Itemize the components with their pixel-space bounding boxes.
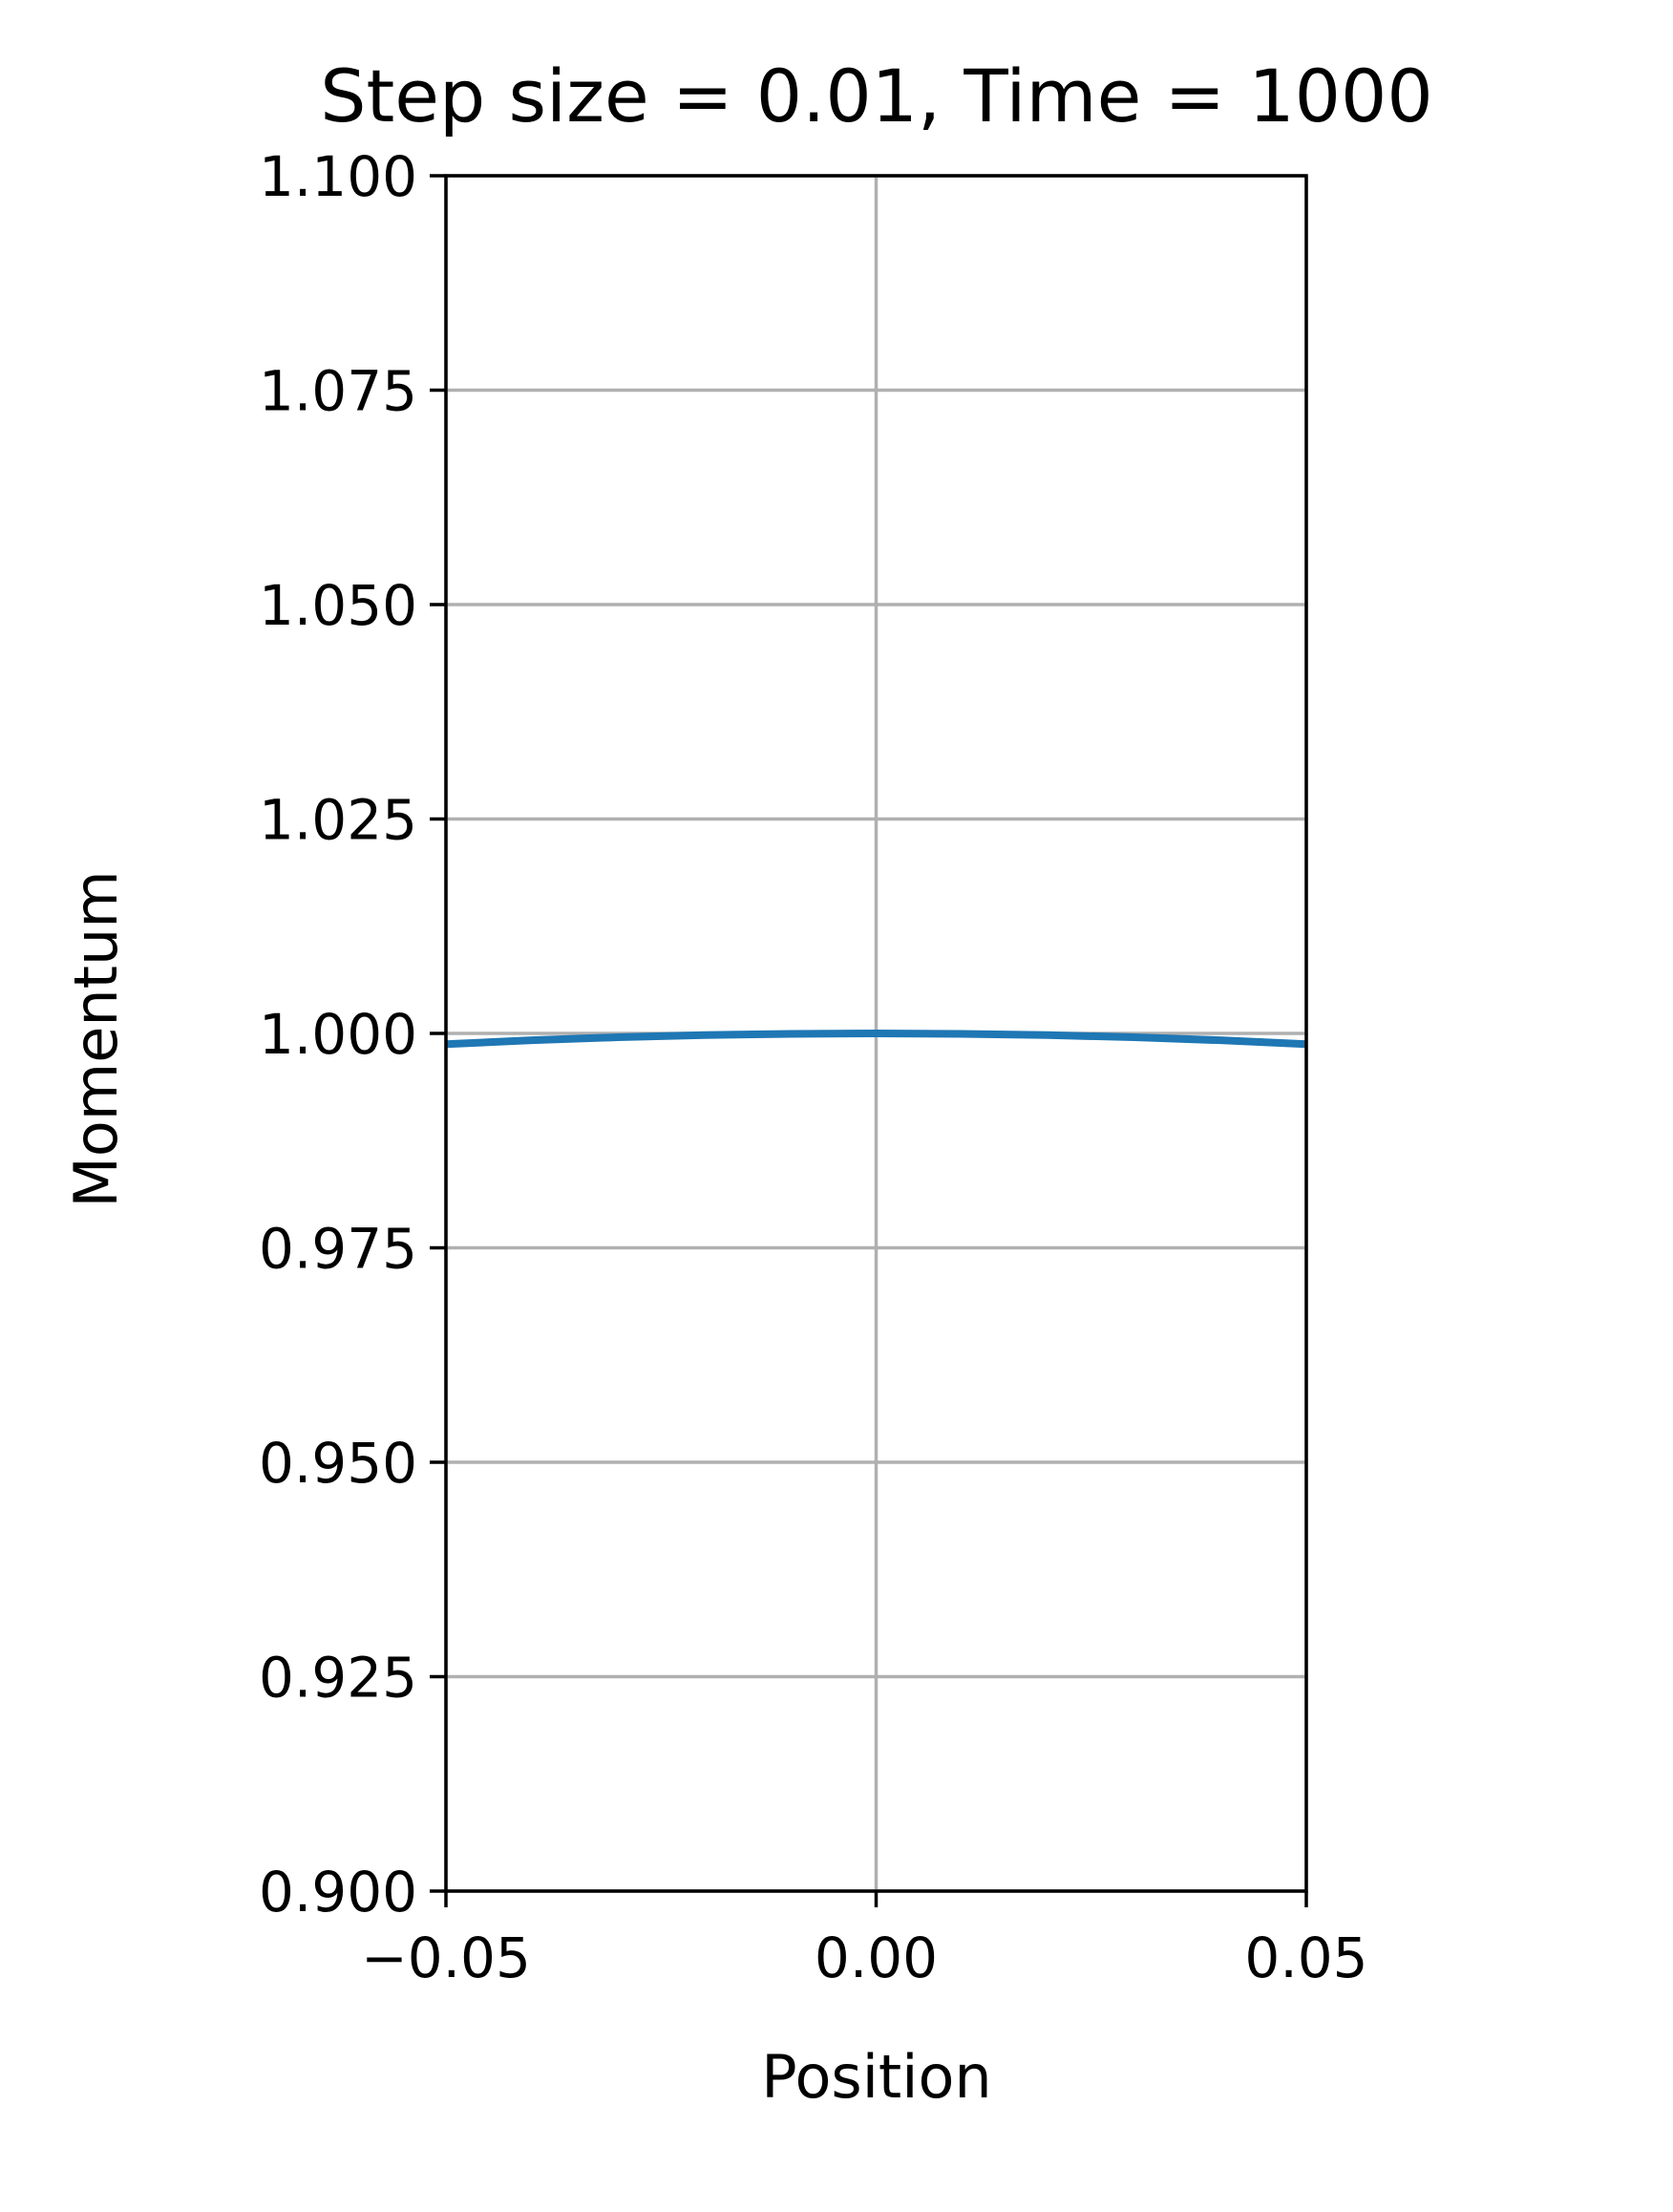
x-axis-title: Position [761,2042,991,2112]
y-tick-label: 0.975 [259,1217,417,1282]
y-tick-label: 1.050 [259,573,417,638]
tick-layer: 0.900 0.925 0.950 0.975 1.000 1.025 1.050 1.075… [259,144,1368,1990]
x-tick-label: −0.05 [361,1925,531,1990]
y-tick-label: 1.000 [259,1002,417,1067]
x-tick-label: 0.05 [1244,1925,1367,1990]
y-tick-label: 0.900 [259,1860,417,1925]
y-axis-title: Momentum [61,870,131,1207]
y-tick-label: 1.025 [259,788,417,853]
series-line [445,1030,1307,1049]
chart-title: Step size = 0.01, Time = 1000 [320,53,1433,138]
x-tick-label: 0.00 [815,1925,938,1990]
y-tick-label: 1.100 [259,144,417,209]
series-layer [445,1030,1307,1049]
y-tick-label: 0.950 [259,1431,417,1496]
y-tick-label: 0.925 [259,1646,417,1711]
y-tick-label: 1.075 [259,359,417,424]
